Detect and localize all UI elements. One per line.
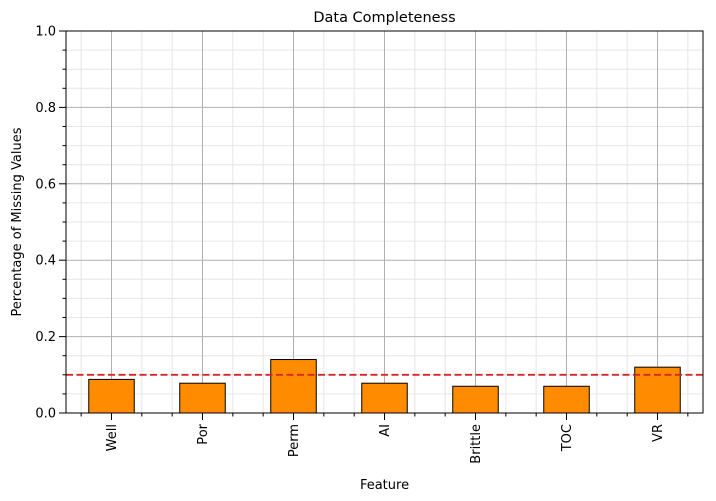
bar-brittle (452, 385, 499, 414)
x-axis: Well Por Perm AI Brittle TOC VR (80, 413, 689, 464)
bar-por (179, 382, 226, 414)
bar-ai (361, 382, 408, 414)
y-tick-label: 0.4 (35, 254, 56, 269)
y-tick-label: 0.8 (35, 101, 56, 116)
x-tick-label: Well (105, 424, 120, 451)
y-tick-label: 0.2 (35, 330, 56, 345)
x-tick-label: Perm (287, 424, 302, 457)
x-tick-label: AI (378, 424, 393, 437)
y-tick-label: 1.0 (35, 25, 56, 40)
y-axis: 0.0 0.2 0.4 0.6 0.8 1.0 (35, 25, 66, 422)
bars (88, 359, 681, 414)
x-tick-label: Por (196, 423, 211, 444)
bar-toc (543, 385, 590, 414)
x-tick-label: TOC (560, 424, 575, 452)
bar-perm (270, 359, 317, 414)
bar-well (88, 378, 135, 414)
y-tick-label: 0.6 (35, 177, 56, 192)
x-tick-label: VR (651, 424, 666, 442)
y-tick-label: 0.0 (35, 407, 56, 422)
y-axis-label: Percentage of Missing Values (10, 127, 25, 316)
chart-title: Data Completeness (313, 10, 455, 26)
x-axis-label: Feature (360, 478, 409, 493)
x-tick-label: Brittle (469, 424, 484, 464)
